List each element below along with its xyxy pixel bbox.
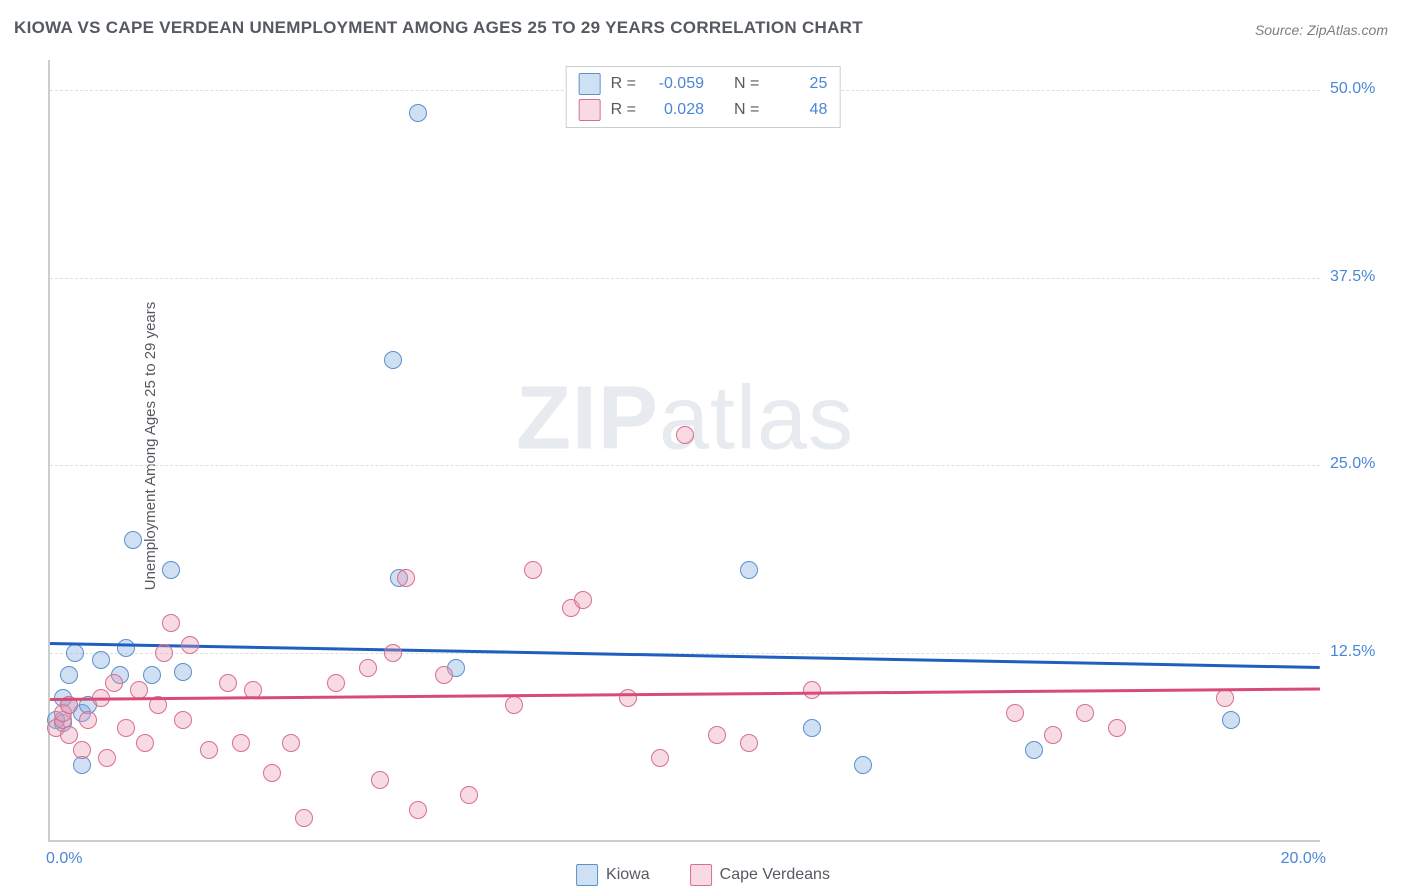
data-point — [263, 764, 281, 782]
data-point — [92, 651, 110, 669]
data-point — [73, 741, 91, 759]
data-point — [219, 674, 237, 692]
y-tick-label: 50.0% — [1330, 80, 1375, 98]
data-point — [854, 756, 872, 774]
r-value: -0.059 — [646, 75, 704, 93]
legend-series-name: Cape Verdeans — [720, 866, 830, 884]
x-tick-label: 0.0% — [46, 850, 82, 868]
legend-swatch — [579, 73, 601, 95]
chart-title: KIOWA VS CAPE VERDEAN UNEMPLOYMENT AMONG… — [14, 18, 863, 38]
y-tick-label: 25.0% — [1330, 455, 1375, 473]
data-point — [803, 681, 821, 699]
trend-line — [50, 687, 1320, 700]
correlation-legend: R = -0.059 N = 25 R = 0.028 N = 48 — [566, 66, 841, 128]
data-point — [505, 696, 523, 714]
data-point — [384, 644, 402, 662]
data-point — [295, 809, 313, 827]
watermark-bold: ZIP — [516, 368, 659, 468]
data-point — [740, 734, 758, 752]
n-value: 25 — [769, 75, 827, 93]
data-point — [524, 561, 542, 579]
n-label: N = — [734, 101, 759, 119]
data-point — [327, 674, 345, 692]
data-point — [232, 734, 250, 752]
data-point — [1025, 741, 1043, 759]
r-label: R = — [611, 75, 636, 93]
data-point — [162, 561, 180, 579]
plot-area: ZIPatlas — [48, 60, 1320, 842]
watermark-rest: atlas — [659, 368, 854, 468]
data-point — [162, 614, 180, 632]
data-point — [181, 636, 199, 654]
watermark: ZIPatlas — [516, 367, 854, 470]
legend-stat-row: R = -0.059 N = 25 — [579, 71, 828, 97]
data-point — [155, 644, 173, 662]
data-point — [79, 711, 97, 729]
y-tick-label: 12.5% — [1330, 643, 1375, 661]
data-point — [676, 426, 694, 444]
data-point — [574, 591, 592, 609]
data-point — [460, 786, 478, 804]
data-point — [98, 749, 116, 767]
data-point — [60, 726, 78, 744]
data-point — [174, 663, 192, 681]
r-label: R = — [611, 101, 636, 119]
data-point — [409, 801, 427, 819]
data-point — [384, 351, 402, 369]
x-tick-label: 20.0% — [1281, 850, 1326, 868]
data-point — [1006, 704, 1024, 722]
n-value: 48 — [769, 101, 827, 119]
data-point — [397, 569, 415, 587]
data-point — [66, 644, 84, 662]
series-legend: Kiowa Cape Verdeans — [576, 864, 830, 886]
legend-swatch — [579, 99, 601, 121]
trend-line — [50, 642, 1320, 668]
data-point — [359, 659, 377, 677]
data-point — [371, 771, 389, 789]
legend-swatch — [576, 864, 598, 886]
data-point — [105, 674, 123, 692]
data-point — [136, 734, 154, 752]
data-point — [174, 711, 192, 729]
gridline — [50, 465, 1320, 466]
data-point — [200, 741, 218, 759]
data-point — [1044, 726, 1062, 744]
data-point — [740, 561, 758, 579]
data-point — [143, 666, 161, 684]
data-point — [651, 749, 669, 767]
data-point — [1216, 689, 1234, 707]
data-point — [124, 531, 142, 549]
y-tick-label: 37.5% — [1330, 268, 1375, 286]
data-point — [803, 719, 821, 737]
gridline — [50, 278, 1320, 279]
data-point — [60, 666, 78, 684]
data-point — [435, 666, 453, 684]
data-point — [1076, 704, 1094, 722]
data-point — [117, 639, 135, 657]
legend-stat-row: R = 0.028 N = 48 — [579, 97, 828, 123]
source-attribution: Source: ZipAtlas.com — [1255, 22, 1388, 38]
data-point — [117, 719, 135, 737]
data-point — [282, 734, 300, 752]
data-point — [619, 689, 637, 707]
data-point — [708, 726, 726, 744]
data-point — [1222, 711, 1240, 729]
n-label: N = — [734, 75, 759, 93]
legend-swatch — [690, 864, 712, 886]
legend-item: Cape Verdeans — [690, 864, 830, 886]
data-point — [409, 104, 427, 122]
legend-series-name: Kiowa — [606, 866, 650, 884]
data-point — [1108, 719, 1126, 737]
legend-item: Kiowa — [576, 864, 650, 886]
r-value: 0.028 — [646, 101, 704, 119]
